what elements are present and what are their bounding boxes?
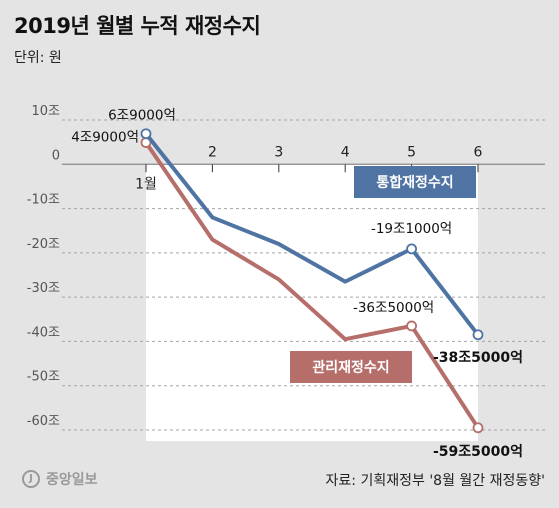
y-axis-labels: 10조 0 -10조 -20조 -30조 -40조 -50조 -60조 xyxy=(27,104,60,429)
y-tick-label: -30조 xyxy=(27,281,60,296)
series-group xyxy=(140,128,484,434)
chart-title: 2019년 월별 누적 재정수지 xyxy=(14,14,261,38)
y-tick-label: -10조 xyxy=(27,193,60,208)
x-tick-label: 4 xyxy=(341,144,350,160)
series-line xyxy=(144,131,480,337)
legend-label: 통합재정수지 xyxy=(376,174,453,191)
x-tick-label: 5 xyxy=(407,144,416,160)
grid-lines xyxy=(62,119,545,431)
source-note: 자료: 기획재정부 '8월 월간 재정동향' xyxy=(325,473,545,489)
logo-mark-icon: J xyxy=(22,470,40,488)
logo-text: 중앙일보 xyxy=(46,472,98,488)
data-label: -36조5000억 xyxy=(353,300,434,316)
series-line xyxy=(144,140,480,430)
data-point xyxy=(406,320,418,332)
data-label: -19조1000억 xyxy=(371,221,452,237)
data-point xyxy=(472,329,484,341)
data-point xyxy=(472,422,484,434)
legend-box xyxy=(290,351,412,383)
data-label: 4조9000억 xyxy=(71,130,139,146)
x-tick-label: 3 xyxy=(274,144,283,160)
data-point xyxy=(140,128,152,140)
legend-box xyxy=(354,166,476,198)
x-tick-label: 6 xyxy=(474,144,483,160)
x-tick-label: 1월 xyxy=(135,176,157,192)
plot-area xyxy=(146,164,478,442)
data-label: -59조5000억 xyxy=(433,444,523,460)
y-tick-label: -50조 xyxy=(27,370,60,385)
y-tick-label: -60조 xyxy=(27,414,60,429)
y-tick-label: 0 xyxy=(52,148,60,163)
x-tick-label: 2 xyxy=(208,144,217,160)
legend-label: 관리재정수지 xyxy=(312,359,389,376)
y-tick-label: -20조 xyxy=(27,237,60,252)
publisher-logo: J 중앙일보 xyxy=(22,469,98,489)
data-labels: 6조9000억 -19조1000억 -38조5000억 4조9000억 -36조5000… xyxy=(71,108,523,460)
data-label: 6조9000억 xyxy=(108,108,176,124)
y-tick-label: 10조 xyxy=(31,104,60,119)
unit-label: 단위: 원 xyxy=(14,50,62,66)
data-point xyxy=(406,243,418,255)
y-tick-label: -40조 xyxy=(27,325,60,340)
data-label: -38조5000억 xyxy=(433,350,523,366)
